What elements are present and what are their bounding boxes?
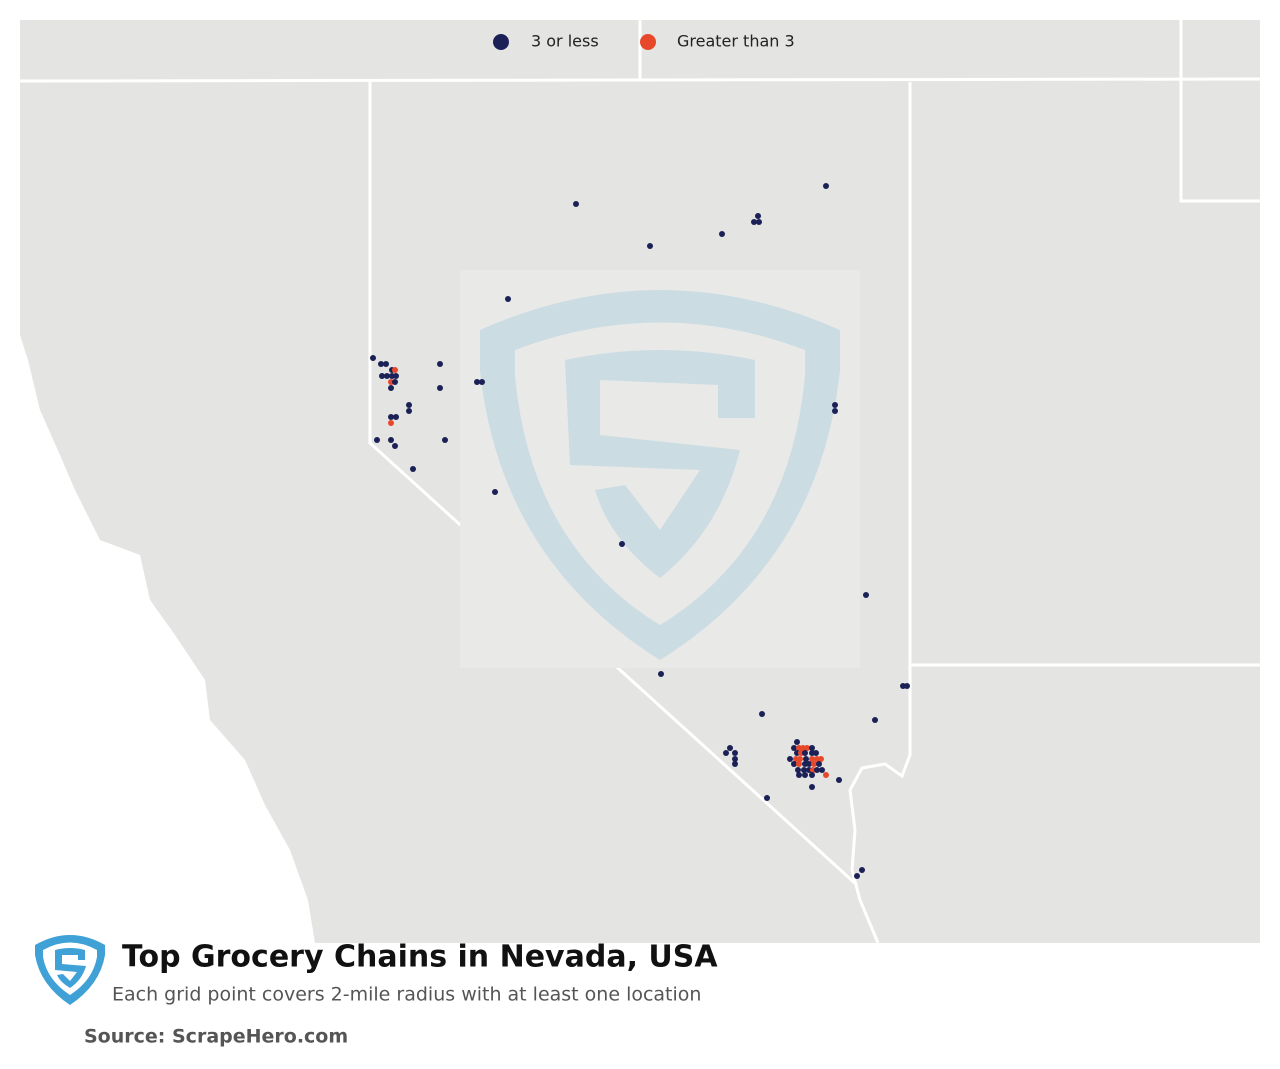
- location-dot: [505, 296, 511, 302]
- watermark-s: [565, 350, 755, 578]
- location-dot: [802, 772, 808, 778]
- legend-label: 3 or less: [531, 32, 599, 51]
- location-dot: [573, 201, 579, 207]
- location-dot: [410, 466, 416, 472]
- location-dot: [787, 756, 793, 762]
- location-dot: [732, 761, 738, 767]
- location-dot: [442, 437, 448, 443]
- location-dot: [791, 745, 797, 751]
- location-dot: [474, 379, 480, 385]
- location-dot: [392, 443, 398, 449]
- location-dot: [384, 373, 390, 379]
- location-dot: [854, 873, 860, 879]
- state-border: [368, 82, 859, 887]
- location-dot: [819, 767, 825, 773]
- location-dot: [393, 373, 399, 379]
- location-dot: [388, 385, 394, 391]
- location-dot: [732, 756, 738, 762]
- location-dot: [759, 711, 765, 717]
- location-dot: [802, 750, 808, 756]
- location-dot: [393, 414, 399, 420]
- state-border: [1179, 20, 1260, 203]
- location-dot: [388, 420, 394, 426]
- location-dot: [756, 219, 762, 225]
- location-dot: [795, 767, 801, 773]
- location-dot: [804, 745, 810, 751]
- location-dot: [797, 756, 803, 762]
- title: Top Grocery Chains in Nevada, USA: [122, 940, 718, 975]
- location-dot: [751, 219, 757, 225]
- location-dot: [764, 795, 770, 801]
- source: Source: ScrapeHero.com: [84, 1026, 348, 1048]
- location-dot: [832, 408, 838, 414]
- location-dot: [832, 402, 838, 408]
- location-dot: [374, 437, 380, 443]
- location-dot: [437, 361, 443, 367]
- location-dot: [809, 745, 815, 751]
- location-dot: [813, 750, 819, 756]
- location-dot: [823, 772, 829, 778]
- location-dot: [904, 683, 910, 689]
- legend-swatch: [640, 34, 656, 50]
- location-dot: [388, 414, 394, 420]
- ocean: [20, 335, 315, 943]
- location-dot: [406, 402, 412, 408]
- legend-swatch: [493, 34, 509, 50]
- location-dot: [383, 361, 389, 367]
- legend-label: Greater than 3: [677, 32, 795, 51]
- location-dot: [619, 541, 625, 547]
- location-dot: [801, 767, 807, 773]
- location-dot: [647, 243, 653, 249]
- location-dot: [406, 408, 412, 414]
- location-dot: [863, 592, 869, 598]
- location-dot: [803, 756, 809, 762]
- location-dot: [658, 671, 664, 677]
- location-dot: [809, 784, 815, 790]
- state-borders: [19, 20, 1261, 944]
- location-dot: [723, 750, 729, 756]
- location-dot: [732, 750, 738, 756]
- location-dot: [809, 772, 815, 778]
- location-dot: [791, 761, 797, 767]
- subtitle: Each grid point covers 2-mile radius wit…: [112, 984, 701, 1006]
- location-dot: [872, 717, 878, 723]
- location-dot: [818, 756, 824, 762]
- location-dot: [823, 183, 829, 189]
- location-dot: [379, 373, 385, 379]
- logo: [35, 935, 105, 1005]
- location-dot: [392, 379, 398, 385]
- location-dot: [492, 489, 498, 495]
- location-dot: [370, 355, 376, 361]
- logo-s: [55, 948, 86, 988]
- location-dot: [806, 761, 812, 767]
- location-dot: [811, 761, 817, 767]
- location-dot: [809, 756, 815, 762]
- location-dot: [816, 761, 822, 767]
- legend: 3 or less Greater than 3: [493, 32, 795, 51]
- watermark: [460, 270, 860, 668]
- location-dot: [437, 385, 443, 391]
- location-dot: [859, 867, 865, 873]
- location-dot: [836, 777, 842, 783]
- state-border: [848, 82, 912, 944]
- location-dot: [814, 767, 820, 773]
- location-dot: [796, 772, 802, 778]
- location-dot: [796, 761, 802, 767]
- location-dot: [392, 367, 398, 373]
- location-dot: [755, 213, 761, 219]
- location-dot: [719, 231, 725, 237]
- location-dot: [479, 379, 485, 385]
- location-dot: [794, 739, 800, 745]
- location-dot: [388, 437, 394, 443]
- location-dot: [727, 745, 733, 751]
- location-dot: [378, 361, 384, 367]
- dots: [370, 183, 910, 879]
